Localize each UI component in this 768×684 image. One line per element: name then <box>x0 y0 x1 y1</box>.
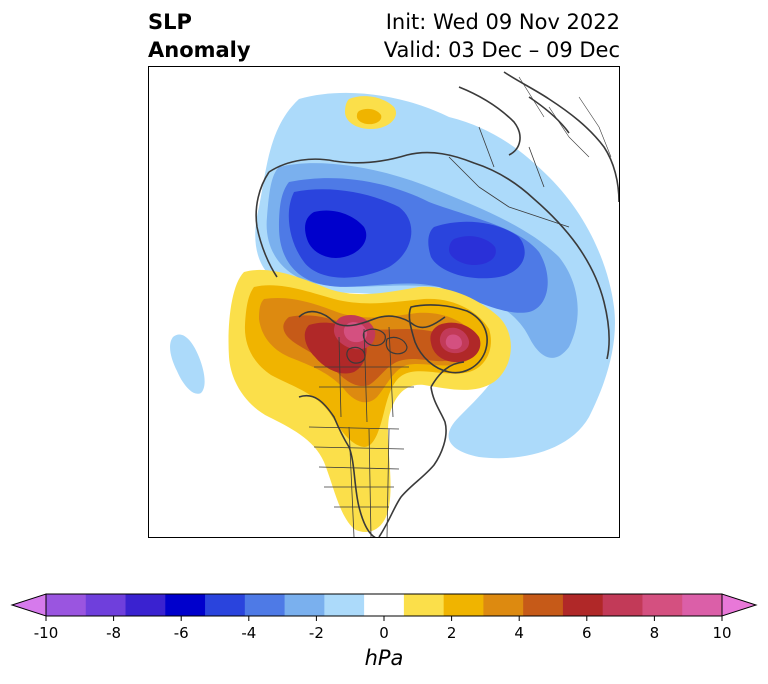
colorbar-swatch <box>523 594 564 616</box>
colorbar-tick-label: 2 <box>447 624 457 642</box>
colorbar-extend-max <box>721 593 758 617</box>
colorbar-tick-label: -2 <box>309 624 324 642</box>
colorbar-extend-min <box>10 593 47 617</box>
colorbar-tick-label: -4 <box>241 624 256 642</box>
date-info: Init: Wed 09 Nov 2022 Valid: 03 Dec – 09… <box>384 8 620 64</box>
title-line-1: SLP <box>148 10 192 34</box>
colorbar-swatch <box>85 594 127 616</box>
colorbar-swatch <box>46 594 87 616</box>
colorbar-swatch <box>364 594 405 616</box>
negative-anomaly-shading <box>170 92 615 459</box>
colorbar-tick-label: 6 <box>582 624 592 642</box>
colorbar-swatch <box>244 594 286 616</box>
valid-range: Valid: 03 Dec – 09 Dec <box>383 38 620 62</box>
colorbar-tick-label: -10 <box>34 624 59 642</box>
canada-borders <box>314 326 414 423</box>
anomaly-map <box>148 66 620 538</box>
colorbar-swatch <box>324 594 365 616</box>
coastlines <box>255 71 619 537</box>
colorbar-swatch <box>125 594 166 616</box>
colorbar-tick-label: 4 <box>514 624 524 642</box>
colorbar-tick-label: 8 <box>650 624 660 642</box>
colorbar-svg: -10 -8 -6 -4 -2 0 2 4 6 8 10 <box>10 593 758 642</box>
colorbar-swatch <box>562 594 604 616</box>
darkblue-core <box>305 210 367 258</box>
init-date: Init: Wed 09 Nov 2022 <box>385 10 620 34</box>
title-line-2: Anomaly <box>148 38 251 62</box>
positive-anomaly-shading <box>228 96 511 533</box>
colorbar-swatch <box>642 594 683 616</box>
colorbar-tick-label: -8 <box>106 624 121 642</box>
colorbar-tick-label: 0 <box>379 624 389 642</box>
colorbar-swatch <box>205 594 246 616</box>
russia-borders <box>448 126 570 228</box>
canada-north-coast <box>298 310 446 329</box>
siberia-coast <box>255 171 278 278</box>
colorbar-swatch <box>483 594 524 616</box>
colorbar-unit-label: hPa <box>364 646 404 670</box>
greenland-coast <box>408 304 488 374</box>
us-borders <box>308 426 405 537</box>
north-america-coast <box>298 361 465 537</box>
arctic-islands <box>346 328 408 364</box>
colorbar-swatch <box>284 594 325 616</box>
colorbar: -10 -8 -6 -4 -2 0 2 4 6 8 10 <box>0 580 768 680</box>
asia-borders <box>518 76 612 158</box>
eurasia-coast <box>268 151 610 360</box>
colorbar-swatch <box>165 594 206 616</box>
gold-top-patch <box>356 108 382 125</box>
colorbar-swatch <box>602 594 643 616</box>
colorbar-tick-label: 10 <box>712 624 731 642</box>
small-blue-patch <box>170 334 205 394</box>
colorbar-tick-label: -6 <box>174 624 189 642</box>
colorbar-swatch <box>682 594 723 616</box>
colorbar-swatch <box>403 594 445 616</box>
asia-east-coast <box>503 71 619 203</box>
map-title: SLP Anomaly <box>148 8 251 64</box>
colorbar-swatch <box>443 594 484 616</box>
map-canvas <box>170 71 619 537</box>
darkblue-core-east <box>449 236 496 265</box>
